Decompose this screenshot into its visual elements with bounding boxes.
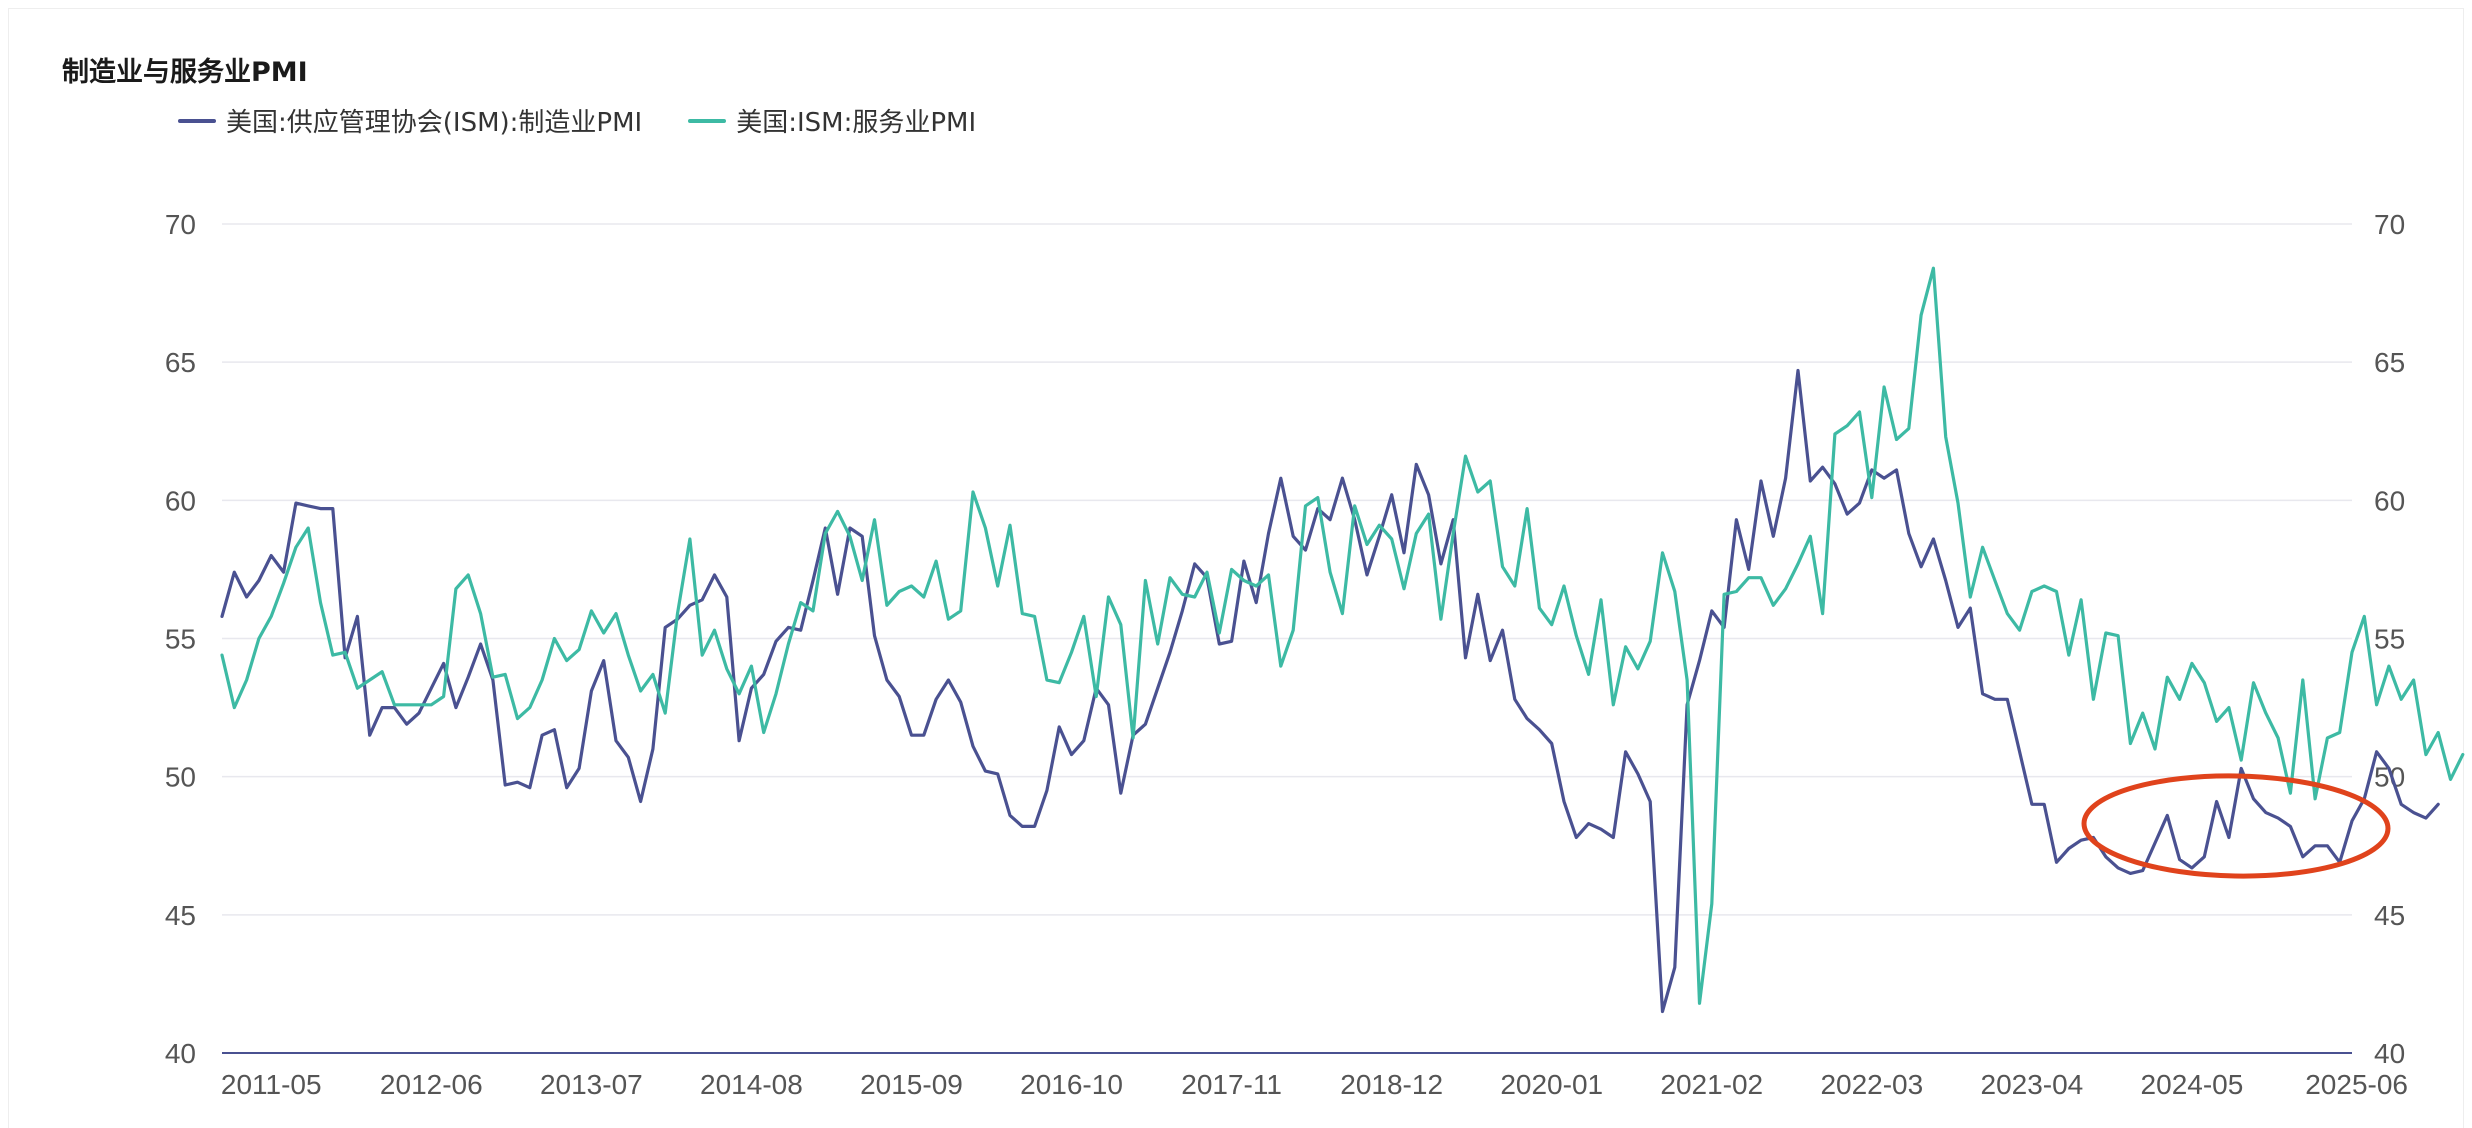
chart-card (8, 8, 2464, 1128)
x-tick-label-2022-03: 2022-03 (1820, 1069, 1923, 1100)
x-tick-label-2013-07: 2013-07 (540, 1069, 643, 1100)
series-lines (220, 266, 2465, 1014)
x-tick-label-2015-09: 2015-09 (860, 1069, 963, 1100)
y-tick-label-right-70: 70 (2374, 209, 2405, 240)
x-tick-label-2012-06: 2012-06 (380, 1069, 483, 1100)
y-tick-label-right-65: 65 (2374, 347, 2405, 378)
x-tick-label-2024-05: 2024-05 (2141, 1069, 2244, 1100)
axes: 40 45 50 55 60 65 70 40 45 50 55 60 65 70 2011-05 2012-… (165, 209, 2408, 1100)
legend-swatch-services (688, 118, 727, 123)
y-tick-label-left-45: 45 (165, 900, 196, 931)
x-tick-label-2017-11: 2017-11 (1181, 1069, 1282, 1100)
y-tick-label-left-65: 65 (165, 347, 196, 378)
legend-label-manufacturing: 美国:供应管理协会(ISM):制造业PMI (226, 108, 643, 138)
x-tick-label-2016-10: 2016-10 (1020, 1069, 1123, 1100)
y-tick-label-right-40: 40 (2374, 1038, 2405, 1069)
series-line-0 (220, 368, 2440, 1014)
legend-swatch-manufacturing (178, 118, 216, 123)
chart-title: 制造业与服务业PMI (62, 57, 308, 88)
y-tick-label-left-40: 40 (165, 1038, 196, 1069)
y-tick-label-right-45: 45 (2374, 900, 2405, 931)
y-tick-label-left-70: 70 (165, 209, 196, 240)
x-tick-label-2018-12: 2018-12 (1340, 1069, 1443, 1100)
series-line-1 (220, 266, 2465, 1005)
x-tick-label-2021-02: 2021-02 (1660, 1069, 1763, 1100)
legend-label-services: 美国:ISM:服务业PMI (736, 108, 977, 138)
y-tick-label-right-50: 50 (2374, 762, 2405, 793)
legend-item-services[interactable]: 美国:ISM:服务业PMI (688, 102, 976, 139)
x-tick-label-2014-08: 2014-08 (700, 1069, 803, 1100)
grid-lines (222, 223, 2352, 916)
y-tick-label-left-60: 60 (165, 485, 196, 516)
y-tick-label-right-55: 55 (2374, 624, 2405, 655)
highlight-ellipse-annotation (2081, 773, 2391, 879)
legend: 美国:供应管理协会(ISM):制造业PMI 美国:ISM:服务业PMI (178, 102, 976, 139)
x-tick-label-2025-06: 2025-06 (2305, 1069, 2408, 1100)
y-tick-label-right-60: 60 (2374, 485, 2405, 516)
x-tick-label-2011-05: 2011-05 (221, 1069, 322, 1100)
legend-item-manufacturing[interactable]: 美国:供应管理协会(ISM):制造业PMI (178, 102, 642, 139)
x-tick-label-2023-04: 2023-04 (1981, 1069, 2084, 1100)
x-tick-label-2020-01: 2020-01 (1500, 1069, 1603, 1100)
y-tick-label-left-50: 50 (165, 762, 196, 793)
y-tick-label-left-55: 55 (165, 624, 196, 655)
